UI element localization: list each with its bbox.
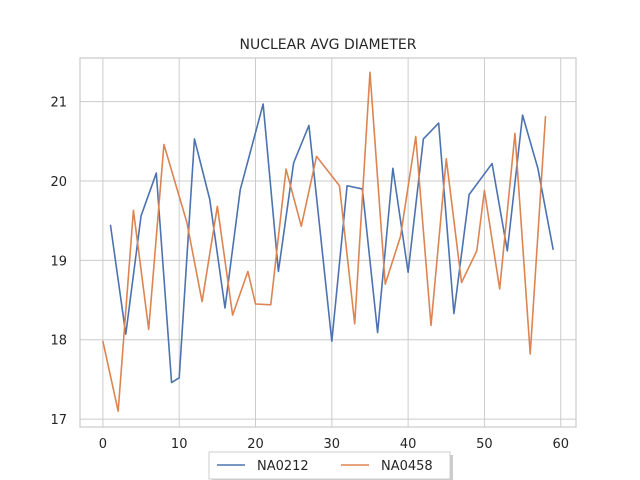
x-tick-label: 60	[552, 437, 569, 452]
y-axis-ticks: 17 18 19 20 21	[50, 96, 67, 428]
grid-lines	[80, 58, 576, 427]
x-axis-ticks: 0 10 20 30 40 50 60	[99, 437, 569, 452]
y-tick-label: 19	[50, 254, 67, 269]
x-tick-label: 30	[324, 437, 341, 452]
y-tick-label: 21	[50, 96, 67, 111]
x-tick-label: 20	[247, 437, 264, 452]
x-tick-label: 10	[171, 437, 188, 452]
series-line-na0212	[109, 103, 554, 384]
y-tick-label: 18	[50, 334, 67, 349]
y-tick-label: 20	[50, 175, 67, 190]
x-tick-label: 40	[400, 437, 417, 452]
chart-title: NUCLEAR AVG DIAMETER	[240, 37, 417, 53]
series-lines	[102, 71, 554, 412]
x-tick-label: 50	[476, 437, 493, 452]
y-tick-label: 17	[50, 413, 67, 428]
legend-label-na0458: NA0458	[381, 459, 433, 474]
plot-frame	[79, 57, 577, 428]
series-line-na0458	[102, 71, 547, 412]
legend-label-na0212: NA0212	[257, 459, 309, 474]
legend: NA0212 NA0458	[208, 451, 453, 480]
legend-box	[208, 451, 451, 480]
x-tick-label: 0	[99, 437, 107, 452]
